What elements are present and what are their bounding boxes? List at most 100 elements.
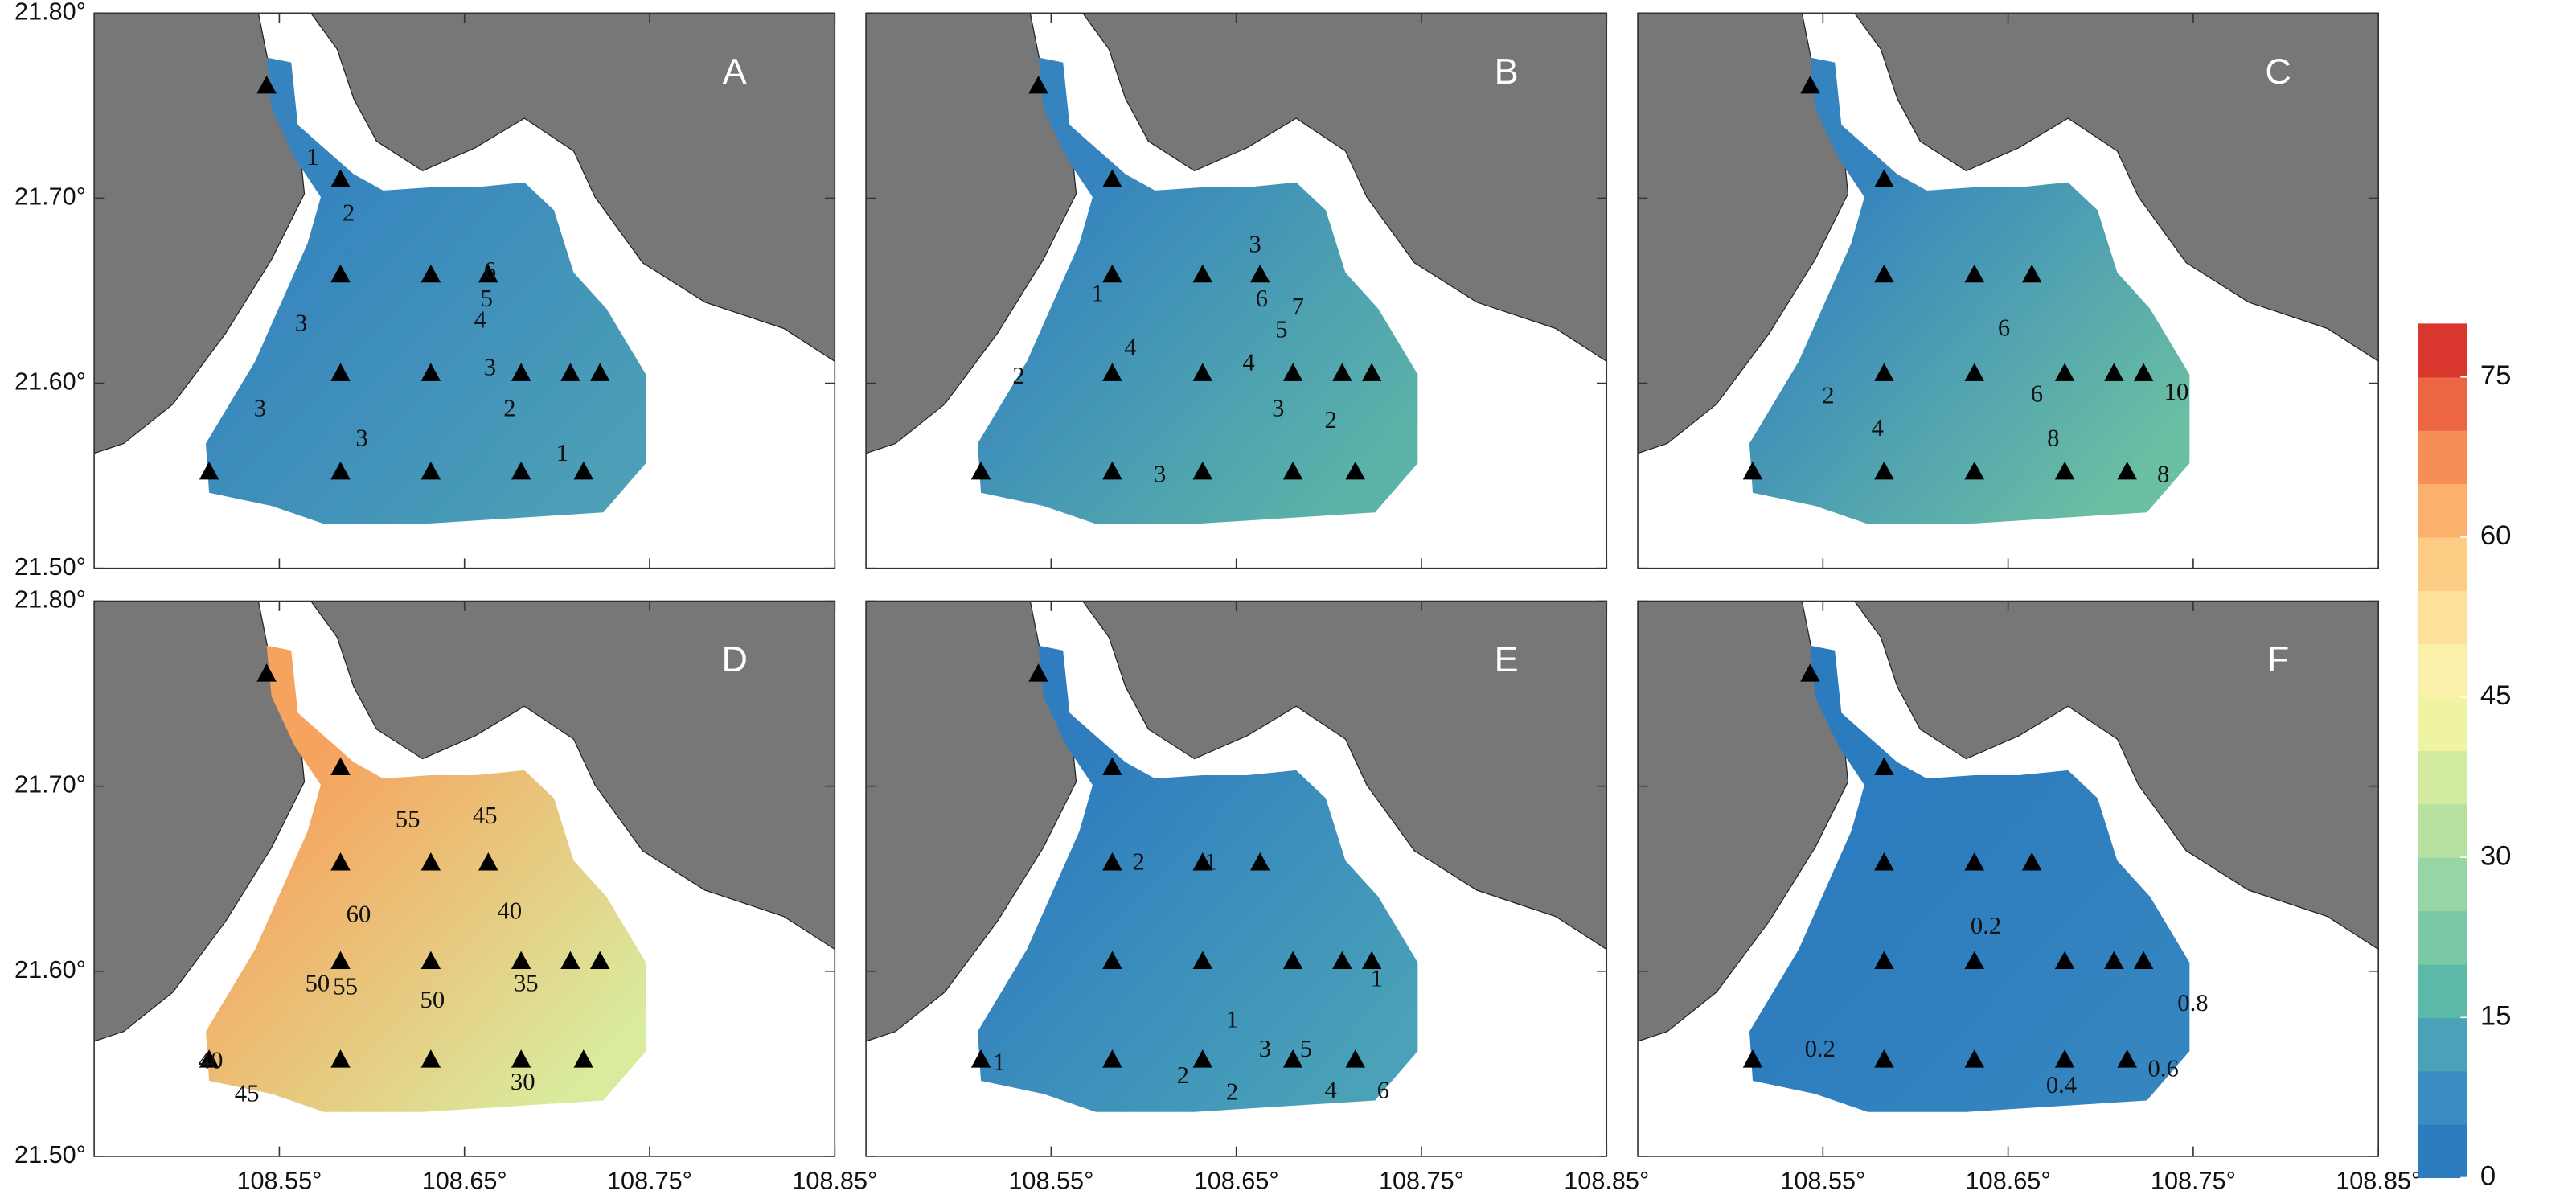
contour-label: 3 [355,424,367,451]
station [1332,951,1352,970]
station [589,951,610,970]
station [1361,363,1382,381]
station [1361,951,1382,970]
lon-label: 108.65° [1966,1168,2051,1195]
lat-label: 21.80° [14,0,86,25]
lon-label: 108.65° [422,1168,507,1195]
land [94,601,306,1042]
density-field [1749,57,2190,524]
contour-label: 40 [498,897,523,925]
station [1102,363,1122,381]
contour-label: 60 [347,901,371,928]
lon-label: 108.65° [1194,1168,1279,1195]
contour-label: 4 [1872,414,1884,441]
land [1853,601,2379,951]
colorbar-tick-label: 45 [2480,680,2512,711]
density-field [1749,645,2190,1112]
colorbar-tick-label: 0 [2480,1161,2496,1192]
lon-label: 108.75° [2151,1168,2236,1195]
contour-label: 6 [1998,314,2010,342]
station [2133,951,2154,970]
panel-label: C [2265,51,2291,92]
contour-label: 55 [333,973,358,1000]
contour-label: 5 [1300,1035,1312,1062]
contour-label: 40 [199,1047,224,1074]
lat-label: 21.70° [14,183,86,211]
station [1192,264,1213,283]
land [94,13,306,454]
lat-label: 21.60° [14,368,86,396]
map-panel: E 108.55° 108.65° 108.75° 108.85° [865,600,1649,1195]
contour-label: 2 [343,199,355,227]
panel-label: F [2267,639,2289,680]
station [1282,1049,1303,1068]
contour-label: 1 [1204,848,1216,875]
station [1192,951,1213,970]
contour-label: 2 [1177,1061,1189,1089]
contour-label: 0.2 [1971,912,2001,939]
station [2133,363,2154,381]
station [330,757,351,776]
station [1345,1049,1365,1068]
station [2117,461,2137,480]
lon-label: 108.55° [1780,1168,1865,1195]
map-panel: F 108.55° 108.65° 108.75° 108.85° [1637,600,2421,1195]
contour-label: 2 [503,395,515,422]
station [420,363,441,381]
density-field [977,57,1418,524]
station [1192,461,1213,480]
station [420,461,441,480]
density-field [206,645,646,1112]
contour-label: 2 [1012,362,1024,389]
station [1964,363,1985,381]
lat-label: 21.60° [14,956,86,983]
land [1081,13,1607,363]
station [1800,663,1820,682]
station [1964,852,1985,871]
colorbar-bin [2418,1070,2467,1125]
contour-label: 4 [1242,348,1254,376]
station [1102,852,1122,871]
station [1192,1049,1213,1068]
station [1874,757,1894,776]
colorbar-bin [2418,323,2467,378]
colorbar-bin [2418,750,2467,805]
station [2021,852,2042,871]
panel-label: D [721,639,747,680]
lat-label: 21.50° [14,553,86,581]
map-area [866,601,1607,1156]
station [330,461,351,480]
station [330,264,351,283]
station [1192,363,1213,381]
contour-label: 4 [474,306,486,333]
colorbar-bin [2418,643,2467,698]
contour-label: 3 [1154,460,1166,487]
station [1028,75,1048,94]
station [1874,951,1894,970]
contour-label: 0.4 [2046,1071,2077,1098]
lon-label: 108.75° [1379,1168,1464,1195]
station [256,75,277,94]
station [330,1049,351,1068]
station [1102,951,1122,970]
density-field [206,57,646,524]
contour-label: 1 [993,1049,1005,1076]
land [1638,13,1849,454]
station [1964,461,1985,480]
contour-label: 7 [1292,293,1304,320]
contour-label: 1 [306,143,318,170]
density-field [977,645,1418,1112]
station [1250,852,1270,871]
lon-label: 108.75° [607,1168,692,1195]
map-panel: A 21.50° 21.60° 21.70° 21.80° [14,0,836,581]
station [256,663,277,682]
contour-label: 45 [473,802,498,829]
panel-label: B [1495,51,1519,92]
contour-label: 3 [484,354,496,381]
station [2054,363,2075,381]
land [310,13,835,363]
land [1853,13,2379,363]
station [511,1049,531,1068]
station [199,1049,219,1068]
